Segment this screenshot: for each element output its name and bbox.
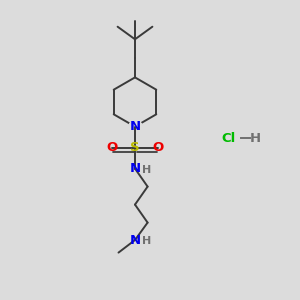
Text: O: O [106,141,117,154]
Text: Cl: Cl [221,131,235,145]
Text: N: N [129,120,141,133]
Text: S: S [130,141,140,154]
Text: N: N [129,162,141,175]
Text: O: O [153,141,164,154]
Text: H: H [142,236,151,246]
Text: H: H [250,131,261,145]
Text: H: H [142,165,151,175]
Text: N: N [129,233,141,247]
